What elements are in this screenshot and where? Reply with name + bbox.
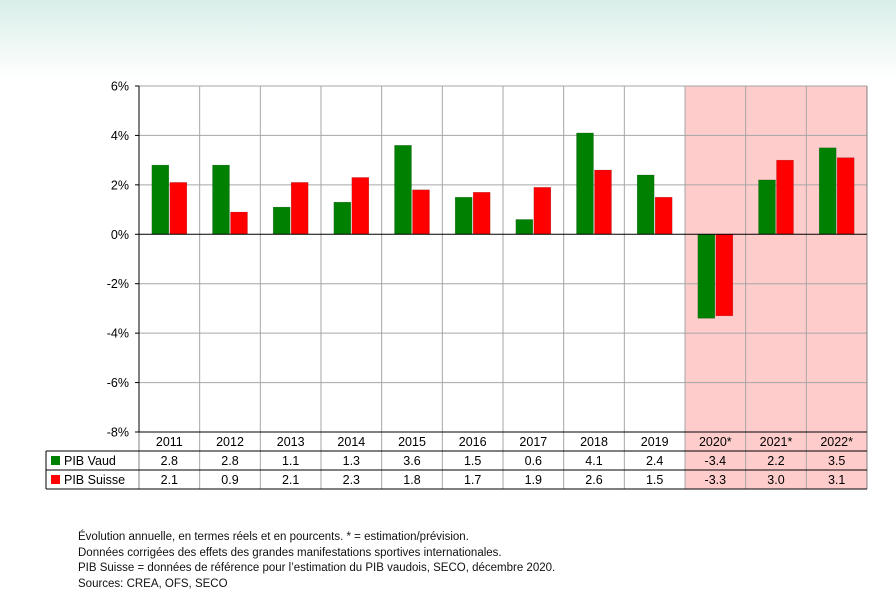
category-label: 2013 [277, 435, 305, 449]
y-tick-label: -4% [107, 327, 129, 341]
table-value-pib-vaud: 2.8 [161, 454, 178, 468]
bar-pib-vaud-2018 [576, 132, 594, 235]
legend-label-pib-vaud: PIB Vaud [64, 454, 116, 468]
table-value-pib-suisse: 1.8 [403, 473, 420, 487]
bar-pib-suisse-2018 [594, 169, 612, 235]
y-tick-label: 6% [111, 80, 129, 94]
legend-key-pib-suisse [51, 475, 60, 484]
table-value-pib-suisse: 0.9 [221, 473, 238, 487]
note-line-1: Évolution annuelle, en termes réels et e… [78, 531, 469, 543]
category-label: 2012 [216, 435, 244, 449]
table-value-pib-vaud: -3.4 [705, 454, 727, 468]
bar-pib-suisse-2011 [169, 182, 188, 235]
highlight-column-2022 [806, 86, 867, 489]
bar-pib-suisse-2012 [230, 211, 248, 235]
y-tick-label: 2% [111, 178, 129, 192]
bar-pib-vaud-2022 [818, 147, 837, 235]
y-tick-label: -2% [107, 277, 129, 291]
y-tick-label: 4% [111, 129, 129, 143]
category-label: 2011 [156, 435, 183, 449]
header-gradient-band [0, 0, 896, 80]
bar-pib-suisse-2013 [290, 182, 309, 235]
category-label: 2020* [699, 435, 732, 449]
table-value-pib-suisse: 1.7 [464, 473, 481, 487]
bar-pib-vaud-2012 [212, 164, 230, 235]
table-value-pib-suisse: 1.5 [646, 473, 663, 487]
highlight-column-2021 [745, 86, 807, 489]
bar-pib-suisse-2015 [412, 189, 430, 235]
table-value-pib-suisse: 3.0 [767, 473, 784, 487]
table-value-pib-suisse: 1.9 [525, 473, 542, 487]
gdp-growth-chart: 6% 4% 2% 0% -2% -4% -6% -8% 2011 2012 2013 2014 2015… [45, 80, 868, 490]
table-value-pib-suisse: -3.3 [705, 473, 727, 487]
table-value-pib-vaud: 1.5 [464, 454, 481, 468]
y-tick-label: -6% [107, 376, 129, 390]
bar-pib-vaud-2017 [515, 219, 534, 235]
table-value-pib-vaud: 2.8 [221, 454, 238, 468]
bar-pib-suisse-2014 [351, 177, 370, 235]
bar-pib-suisse-2019 [654, 196, 673, 235]
category-label: 2016 [459, 435, 487, 449]
table-value-pib-vaud: 1.1 [282, 454, 299, 468]
bar-pib-vaud-2016 [454, 196, 473, 235]
table-value-pib-vaud: 3.6 [403, 454, 420, 468]
chart-notes: Évolution annuelle, en termes réels et e… [78, 530, 555, 592]
note-sources: Sources: CREA, OFS, SECO [78, 577, 228, 590]
category-label: 2022* [820, 435, 853, 449]
bar-pib-suisse-2016 [472, 192, 491, 235]
note-line-3: PIB Suisse = données de référence pour l… [78, 562, 556, 574]
y-tick-label: -8% [107, 426, 129, 440]
category-label: 2021* [760, 435, 793, 449]
highlight-column-2020 [685, 86, 746, 489]
category-label: 2014 [337, 435, 365, 449]
table-value-pib-vaud: 2.4 [646, 454, 663, 468]
table-value-pib-suisse: 2.6 [585, 473, 602, 487]
category-label: 2015 [398, 435, 426, 449]
table-value-pib-suisse: 2.3 [343, 473, 360, 487]
table-value-pib-vaud: 0.6 [525, 454, 542, 468]
legend-label-pib-suisse: PIB Suisse [64, 473, 125, 487]
table-value-pib-vaud: 4.1 [585, 454, 602, 468]
category-label: 2018 [580, 435, 608, 449]
bar-pib-vaud-2013 [272, 206, 291, 235]
legend-key-pib-vaud [51, 456, 60, 465]
bar-pib-suisse-2017 [533, 187, 552, 235]
bar-pib-vaud-2014 [333, 201, 352, 235]
category-label: 2019 [641, 435, 669, 449]
bar-pib-vaud-2020 [697, 234, 716, 319]
table-value-pib-suisse: 3.1 [828, 473, 845, 487]
table-value-pib-vaud: 1.3 [343, 454, 360, 468]
bar-pib-suisse-2022 [836, 157, 855, 235]
y-tick-label: 0% [111, 228, 129, 242]
table-value-pib-suisse: 2.1 [282, 473, 299, 487]
category-label: 2017 [519, 435, 547, 449]
table-value-pib-vaud: 3.5 [828, 454, 845, 468]
bar-pib-suisse-2021 [776, 159, 794, 235]
table-value-pib-vaud: 2.2 [767, 454, 784, 468]
note-line-2: Données corrigées des effets des grandes… [78, 546, 502, 559]
bar-pib-vaud-2021 [758, 179, 776, 235]
bar-pib-suisse-2020 [715, 234, 734, 317]
bar-pib-vaud-2015 [394, 145, 412, 235]
table-value-pib-suisse: 2.1 [161, 473, 178, 487]
bar-pib-vaud-2019 [636, 174, 655, 235]
bar-pib-vaud-2011 [151, 164, 170, 235]
